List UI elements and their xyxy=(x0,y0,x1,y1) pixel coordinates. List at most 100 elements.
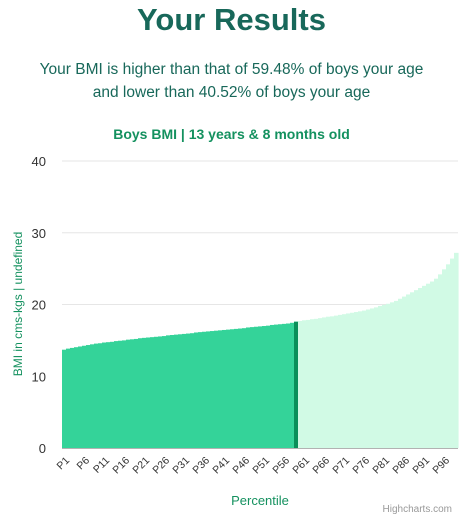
bar[interactable] xyxy=(298,321,303,448)
bar[interactable] xyxy=(286,323,291,448)
bar[interactable] xyxy=(234,328,239,448)
bar[interactable] xyxy=(62,349,67,448)
bar[interactable] xyxy=(78,346,83,448)
bar[interactable] xyxy=(154,336,159,448)
bar[interactable] xyxy=(290,322,295,448)
bar[interactable] xyxy=(262,326,267,448)
bar[interactable] xyxy=(418,287,423,448)
bar[interactable] xyxy=(66,348,71,448)
bar[interactable] xyxy=(406,294,411,448)
bar[interactable] xyxy=(230,329,235,448)
bar[interactable] xyxy=(282,323,287,448)
bar[interactable] xyxy=(86,345,91,448)
bar[interactable] xyxy=(274,324,279,448)
bar[interactable] xyxy=(258,326,263,448)
bar[interactable] xyxy=(210,331,215,448)
bar[interactable] xyxy=(398,298,403,448)
bar[interactable] xyxy=(222,329,227,448)
bar[interactable] xyxy=(214,330,219,448)
bar[interactable] xyxy=(370,308,375,448)
bar[interactable] xyxy=(346,313,351,448)
bar[interactable] xyxy=(350,312,355,448)
bar[interactable] xyxy=(94,343,99,448)
bar[interactable] xyxy=(342,314,347,448)
bar[interactable] xyxy=(110,341,115,448)
bar[interactable] xyxy=(306,319,311,448)
bar[interactable] xyxy=(138,338,143,448)
bar[interactable] xyxy=(194,332,199,448)
bar[interactable] xyxy=(202,331,207,448)
bar[interactable] xyxy=(162,336,167,448)
bar[interactable] xyxy=(102,342,107,448)
bar[interactable] xyxy=(414,290,419,448)
bar[interactable] xyxy=(330,316,335,448)
bar[interactable] xyxy=(178,334,183,448)
bar[interactable] xyxy=(106,342,111,448)
credits-link[interactable]: Highcharts.com xyxy=(382,504,452,515)
bar[interactable] xyxy=(394,300,399,448)
bar[interactable] xyxy=(266,325,271,448)
bar[interactable] xyxy=(218,330,223,448)
bar[interactable] xyxy=(402,296,407,448)
bar[interactable] xyxy=(126,339,131,448)
bar[interactable] xyxy=(142,337,147,448)
bar[interactable] xyxy=(358,311,363,448)
bar[interactable] xyxy=(118,340,123,448)
bar[interactable] xyxy=(278,324,283,448)
bar[interactable] xyxy=(338,314,343,448)
bar[interactable] xyxy=(190,333,195,448)
bar[interactable] xyxy=(270,324,275,448)
bar[interactable] xyxy=(242,328,247,448)
bar[interactable] xyxy=(170,334,175,448)
bar[interactable] xyxy=(254,326,259,448)
bar[interactable] xyxy=(326,316,331,448)
bar[interactable] xyxy=(314,318,319,448)
bar[interactable] xyxy=(74,347,79,448)
bar[interactable] xyxy=(382,304,387,448)
bar[interactable] xyxy=(250,327,255,448)
bar[interactable] xyxy=(434,278,439,448)
bar[interactable] xyxy=(334,315,339,448)
bar[interactable] xyxy=(454,252,459,448)
bar[interactable] xyxy=(238,328,243,448)
bar[interactable] xyxy=(430,281,435,448)
bar[interactable] xyxy=(422,285,427,448)
bar[interactable] xyxy=(450,258,455,448)
bar[interactable] xyxy=(310,319,315,448)
bar[interactable] xyxy=(186,333,191,448)
bar[interactable] xyxy=(226,329,231,448)
bar[interactable] xyxy=(114,341,119,448)
bar[interactable] xyxy=(182,333,187,448)
bar[interactable] xyxy=(374,307,379,448)
bar[interactable] xyxy=(390,302,395,448)
bar[interactable] xyxy=(446,264,451,448)
bar[interactable] xyxy=(130,339,135,448)
bar[interactable] xyxy=(150,337,155,448)
bar[interactable] xyxy=(70,347,75,448)
bar[interactable] xyxy=(122,340,127,448)
bar[interactable] xyxy=(354,312,359,448)
bar[interactable] xyxy=(366,309,371,448)
bar[interactable] xyxy=(246,327,251,448)
bar[interactable] xyxy=(166,335,171,448)
bar[interactable] xyxy=(90,344,95,448)
bar[interactable] xyxy=(386,303,391,448)
bar[interactable] xyxy=(362,310,367,448)
bar[interactable] xyxy=(206,331,211,448)
bar[interactable] xyxy=(174,334,179,448)
bar[interactable] xyxy=(198,332,203,448)
bar[interactable] xyxy=(442,269,447,448)
bar[interactable] xyxy=(158,336,163,448)
bar[interactable] xyxy=(322,317,327,448)
bar[interactable] xyxy=(146,337,151,448)
bar[interactable] xyxy=(318,318,323,448)
bar[interactable] xyxy=(378,305,383,448)
bar[interactable] xyxy=(82,345,87,448)
bar[interactable] xyxy=(134,338,139,448)
bar[interactable] xyxy=(426,283,431,448)
selected-percentile-bar[interactable] xyxy=(294,321,298,448)
bar[interactable] xyxy=(410,292,415,448)
bar[interactable] xyxy=(438,274,443,448)
bar[interactable] xyxy=(302,320,307,448)
bar[interactable] xyxy=(98,343,103,448)
